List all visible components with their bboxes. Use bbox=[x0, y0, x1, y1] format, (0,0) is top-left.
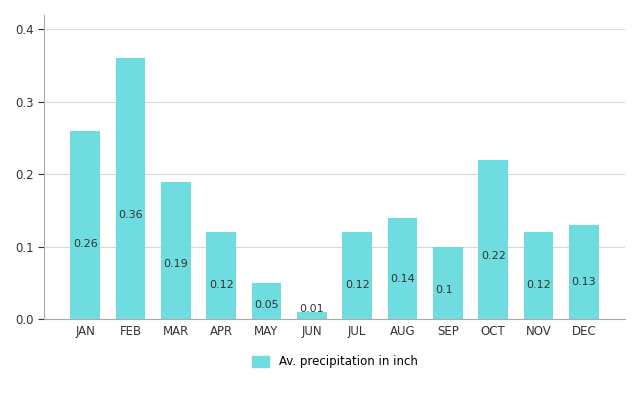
Bar bbox=[569, 225, 598, 320]
Text: 0.19: 0.19 bbox=[163, 259, 188, 269]
Bar bbox=[342, 232, 372, 320]
Bar bbox=[161, 182, 191, 320]
Bar bbox=[479, 160, 508, 320]
Legend: Av. precipitation in inch: Av. precipitation in inch bbox=[252, 355, 417, 368]
Text: 0.36: 0.36 bbox=[118, 210, 143, 220]
Bar bbox=[388, 218, 417, 320]
Text: 0.26: 0.26 bbox=[73, 239, 97, 249]
Bar bbox=[433, 247, 463, 320]
Bar bbox=[70, 131, 100, 320]
Text: 0.12: 0.12 bbox=[209, 280, 234, 290]
Text: 0.22: 0.22 bbox=[481, 251, 506, 261]
Bar bbox=[297, 312, 326, 320]
Text: 0.14: 0.14 bbox=[390, 274, 415, 284]
Text: 0.12: 0.12 bbox=[526, 280, 551, 290]
Bar bbox=[524, 232, 553, 320]
Bar bbox=[207, 232, 236, 320]
Text: 0.12: 0.12 bbox=[345, 280, 369, 290]
Bar bbox=[252, 283, 281, 320]
Text: 0.05: 0.05 bbox=[254, 300, 279, 310]
Text: 0.01: 0.01 bbox=[300, 304, 324, 314]
Text: 0.1: 0.1 bbox=[435, 286, 453, 296]
Text: 0.13: 0.13 bbox=[572, 277, 596, 287]
Bar bbox=[116, 58, 145, 320]
